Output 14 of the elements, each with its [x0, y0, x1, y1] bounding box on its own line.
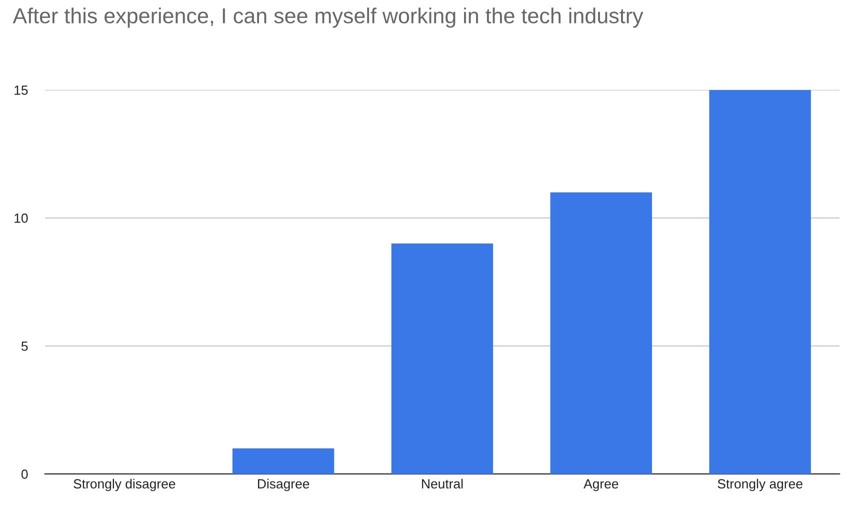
x-tick-label: Agree — [584, 479, 618, 492]
x-tick-label: Strongly agree — [718, 478, 802, 492]
y-tick-label: 5 — [21, 342, 28, 351]
y-tick-label: 15 — [14, 86, 28, 95]
x-tick-label: Disagree — [258, 478, 310, 492]
x-tick-label: Neutral — [422, 478, 463, 489]
chart-title: After this experience, I can see myself working in the tech industry — [12, 8, 644, 28]
bar — [550, 192, 652, 474]
bar — [709, 90, 811, 474]
bar — [391, 244, 494, 474]
bar — [232, 448, 334, 474]
y-tick-label: 0 — [21, 470, 28, 479]
x-tick-label: Strongly disagree — [74, 478, 176, 492]
y-tick-label: 10 — [14, 214, 28, 223]
